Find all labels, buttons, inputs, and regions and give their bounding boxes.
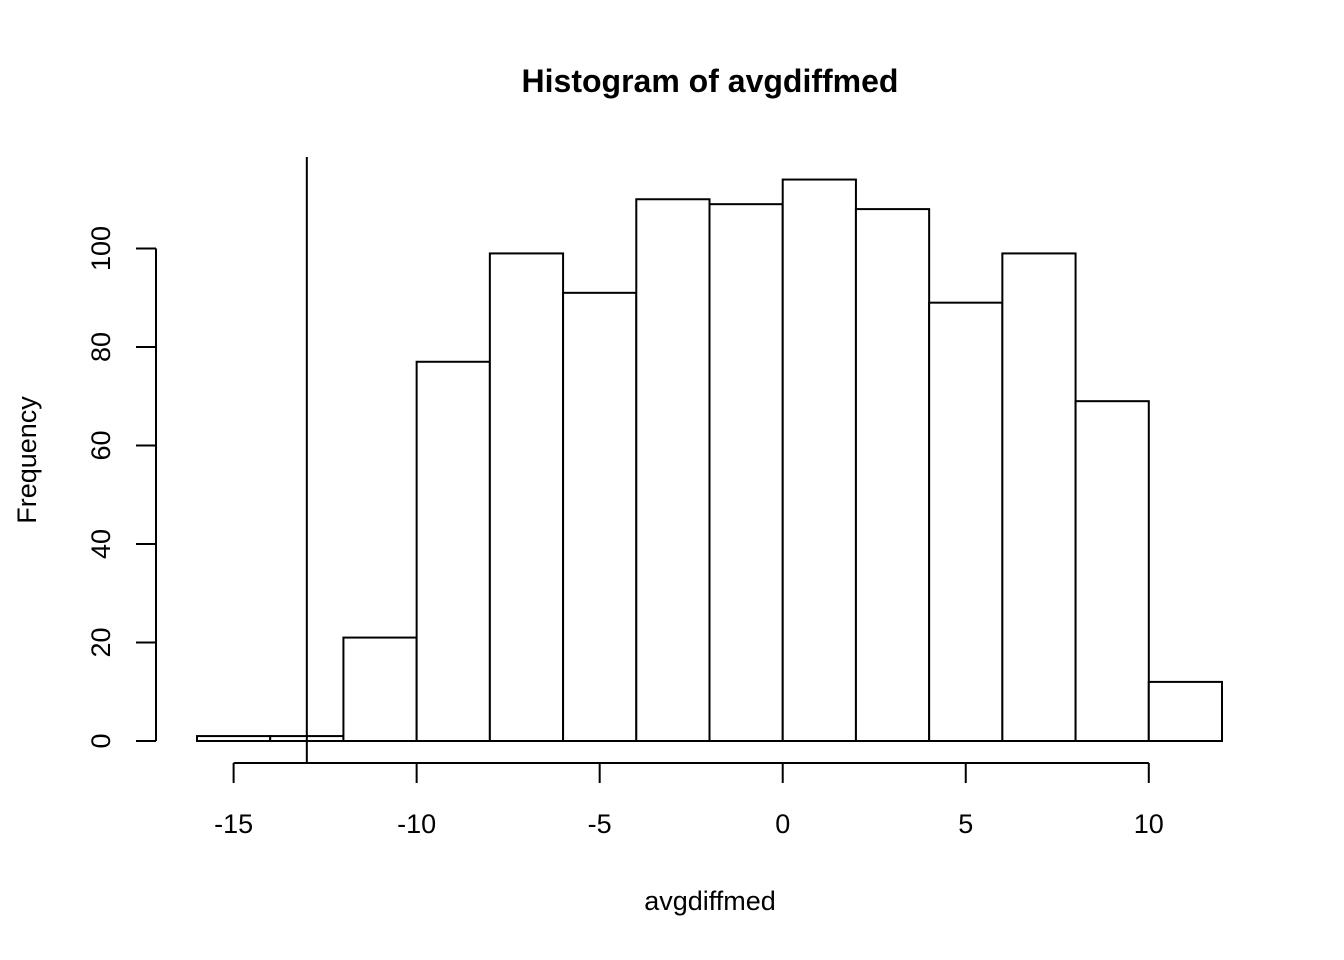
y-tick-label: 0: [86, 733, 116, 748]
histogram-bar: [854, 208, 931, 743]
histogram-bar: [1001, 252, 1077, 743]
x-tick-label: -10: [397, 809, 436, 839]
x-tick-label: 5: [958, 809, 973, 839]
y-tick-label: 60: [86, 430, 116, 460]
x-axis: -15 -10 -5 0 5 10: [214, 762, 1164, 839]
histogram-bar: [1147, 680, 1224, 743]
y-tick-label: 80: [86, 332, 116, 362]
histogram-bar: [342, 636, 418, 743]
x-tick-label: 10: [1134, 809, 1164, 839]
histogram-bar: [1074, 400, 1150, 742]
histogram-bars: [196, 178, 1224, 743]
y-axis: 0 20 40 60 80 100: [86, 226, 157, 749]
histogram-bar: [708, 203, 784, 743]
chart-title: Histogram of avgdiffmed: [522, 63, 899, 99]
y-tick-label: 40: [86, 529, 116, 559]
histogram-bar: [196, 735, 272, 743]
x-tick-label: -15: [214, 809, 253, 839]
x-axis-label: avgdiffmed: [644, 886, 776, 916]
y-tick-label: 20: [86, 627, 116, 657]
y-tick-label: 100: [86, 226, 116, 271]
histogram-bar: [488, 252, 565, 743]
histogram-bar: [635, 198, 711, 742]
x-tick-label: -5: [588, 809, 612, 839]
x-tick-label: 0: [775, 809, 790, 839]
histogram-bar: [781, 178, 857, 743]
histogram-bar: [562, 291, 638, 742]
histogram-bar: [415, 360, 491, 742]
y-axis-label: Frequency: [12, 396, 42, 524]
histogram-bar: [928, 301, 1004, 742]
